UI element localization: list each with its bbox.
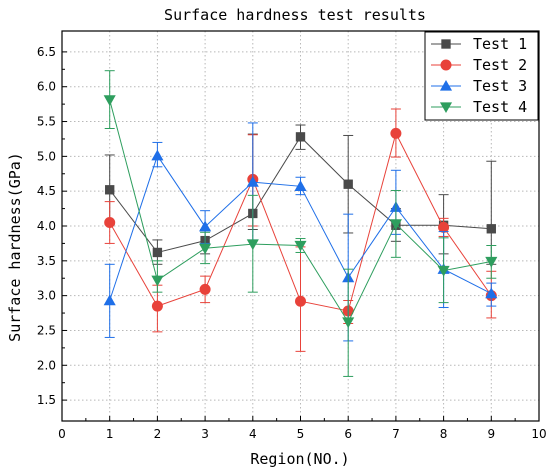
data-point: [246, 176, 259, 187]
y-tick-label: 2.5: [37, 323, 56, 337]
ticks-layer: 0 1 2 3 4 5 6 7 8 9 10 1.5 2.0 2.5 3.0 3.5 4.0 4.5 5.0 5.5 6…: [37, 45, 547, 441]
data-point: [104, 217, 116, 229]
x-tick-label: 6: [344, 427, 352, 441]
y-tick-label: 5.5: [37, 115, 56, 129]
data-point: [151, 275, 164, 287]
series-layer: [103, 70, 498, 377]
data-point: [151, 149, 164, 161]
y-tick-label: 6.5: [37, 45, 56, 59]
data-point: [103, 95, 116, 106]
chart-title: Surface hardness test results: [164, 6, 426, 24]
y-tick-label: 1.5: [37, 393, 56, 407]
data-point: [485, 256, 498, 268]
data-point: [152, 247, 163, 258]
y-axis-label: Surface hardness(GPa): [6, 152, 24, 342]
x-tick-label: 1: [106, 427, 114, 441]
data-point: [199, 220, 212, 232]
y-tick-label: 5.0: [37, 149, 56, 163]
x-axis-label: Region(NO.): [250, 450, 349, 468]
legend-marker: [439, 79, 453, 91]
data-point: [295, 132, 306, 142]
legend-marker: [439, 102, 453, 114]
series-4: [103, 70, 498, 377]
data-point: [103, 294, 116, 306]
legend: Test 1 Test 2 Test 3 Test 4: [424, 31, 539, 121]
x-tick-label: 10: [531, 427, 546, 441]
y-tick-label: 3.0: [37, 289, 56, 303]
data-point: [342, 317, 355, 329]
data-point: [485, 287, 498, 299]
y-tick-label: 2.0: [37, 358, 56, 372]
data-point: [438, 221, 450, 233]
data-point: [105, 185, 115, 195]
legend-marker: [440, 59, 452, 71]
legend-label: Test 3: [473, 77, 527, 95]
data-point: [389, 219, 402, 230]
data-point: [294, 240, 307, 252]
x-tick-label: 8: [440, 427, 448, 441]
data-point: [437, 265, 450, 277]
x-tick-label: 9: [487, 427, 495, 441]
legend-label: Test 1: [473, 35, 527, 53]
x-tick-label: 2: [154, 427, 162, 441]
legend-label: Test 2: [473, 56, 527, 74]
data-point: [390, 127, 402, 139]
legend-marker: [441, 39, 451, 49]
y-tick-label: 4.0: [37, 219, 56, 233]
y-tick-label: 6.0: [37, 80, 56, 94]
data-point: [199, 243, 212, 255]
data-point: [246, 239, 259, 251]
data-point: [343, 179, 353, 189]
x-tick-label: 0: [58, 427, 66, 441]
legend-label: Test 4: [473, 98, 527, 116]
x-tick-label: 4: [249, 427, 257, 441]
x-tick-label: 5: [297, 427, 305, 441]
y-tick-label: 3.5: [37, 254, 56, 268]
y-tick-label: 4.5: [37, 184, 56, 198]
data-point: [295, 295, 306, 307]
data-point: [199, 283, 211, 295]
data-point: [294, 180, 307, 191]
x-tick-label: 3: [201, 427, 209, 441]
data-point: [486, 224, 496, 234]
data-point: [151, 300, 163, 312]
x-tick-label: 7: [392, 427, 400, 441]
